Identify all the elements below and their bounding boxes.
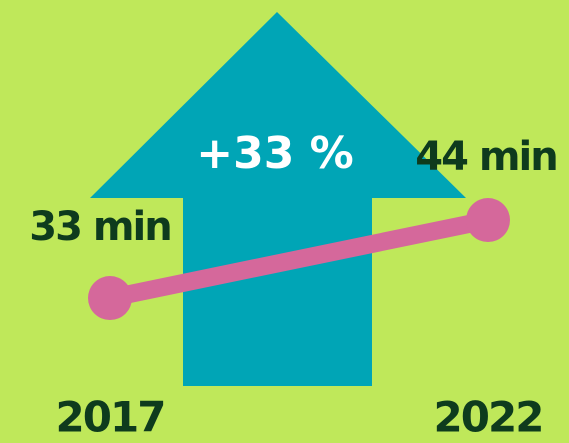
value-label: 44 min [415,134,556,180]
data-point [466,198,510,243]
trend-line [108,211,490,307]
change-annotation: +33 % [196,128,354,179]
year-label: 2022 [434,393,543,442]
year-label: 2017 [56,393,165,442]
value-label: 33 min [29,204,170,250]
data-point [88,276,132,321]
up-arrow [90,12,466,386]
